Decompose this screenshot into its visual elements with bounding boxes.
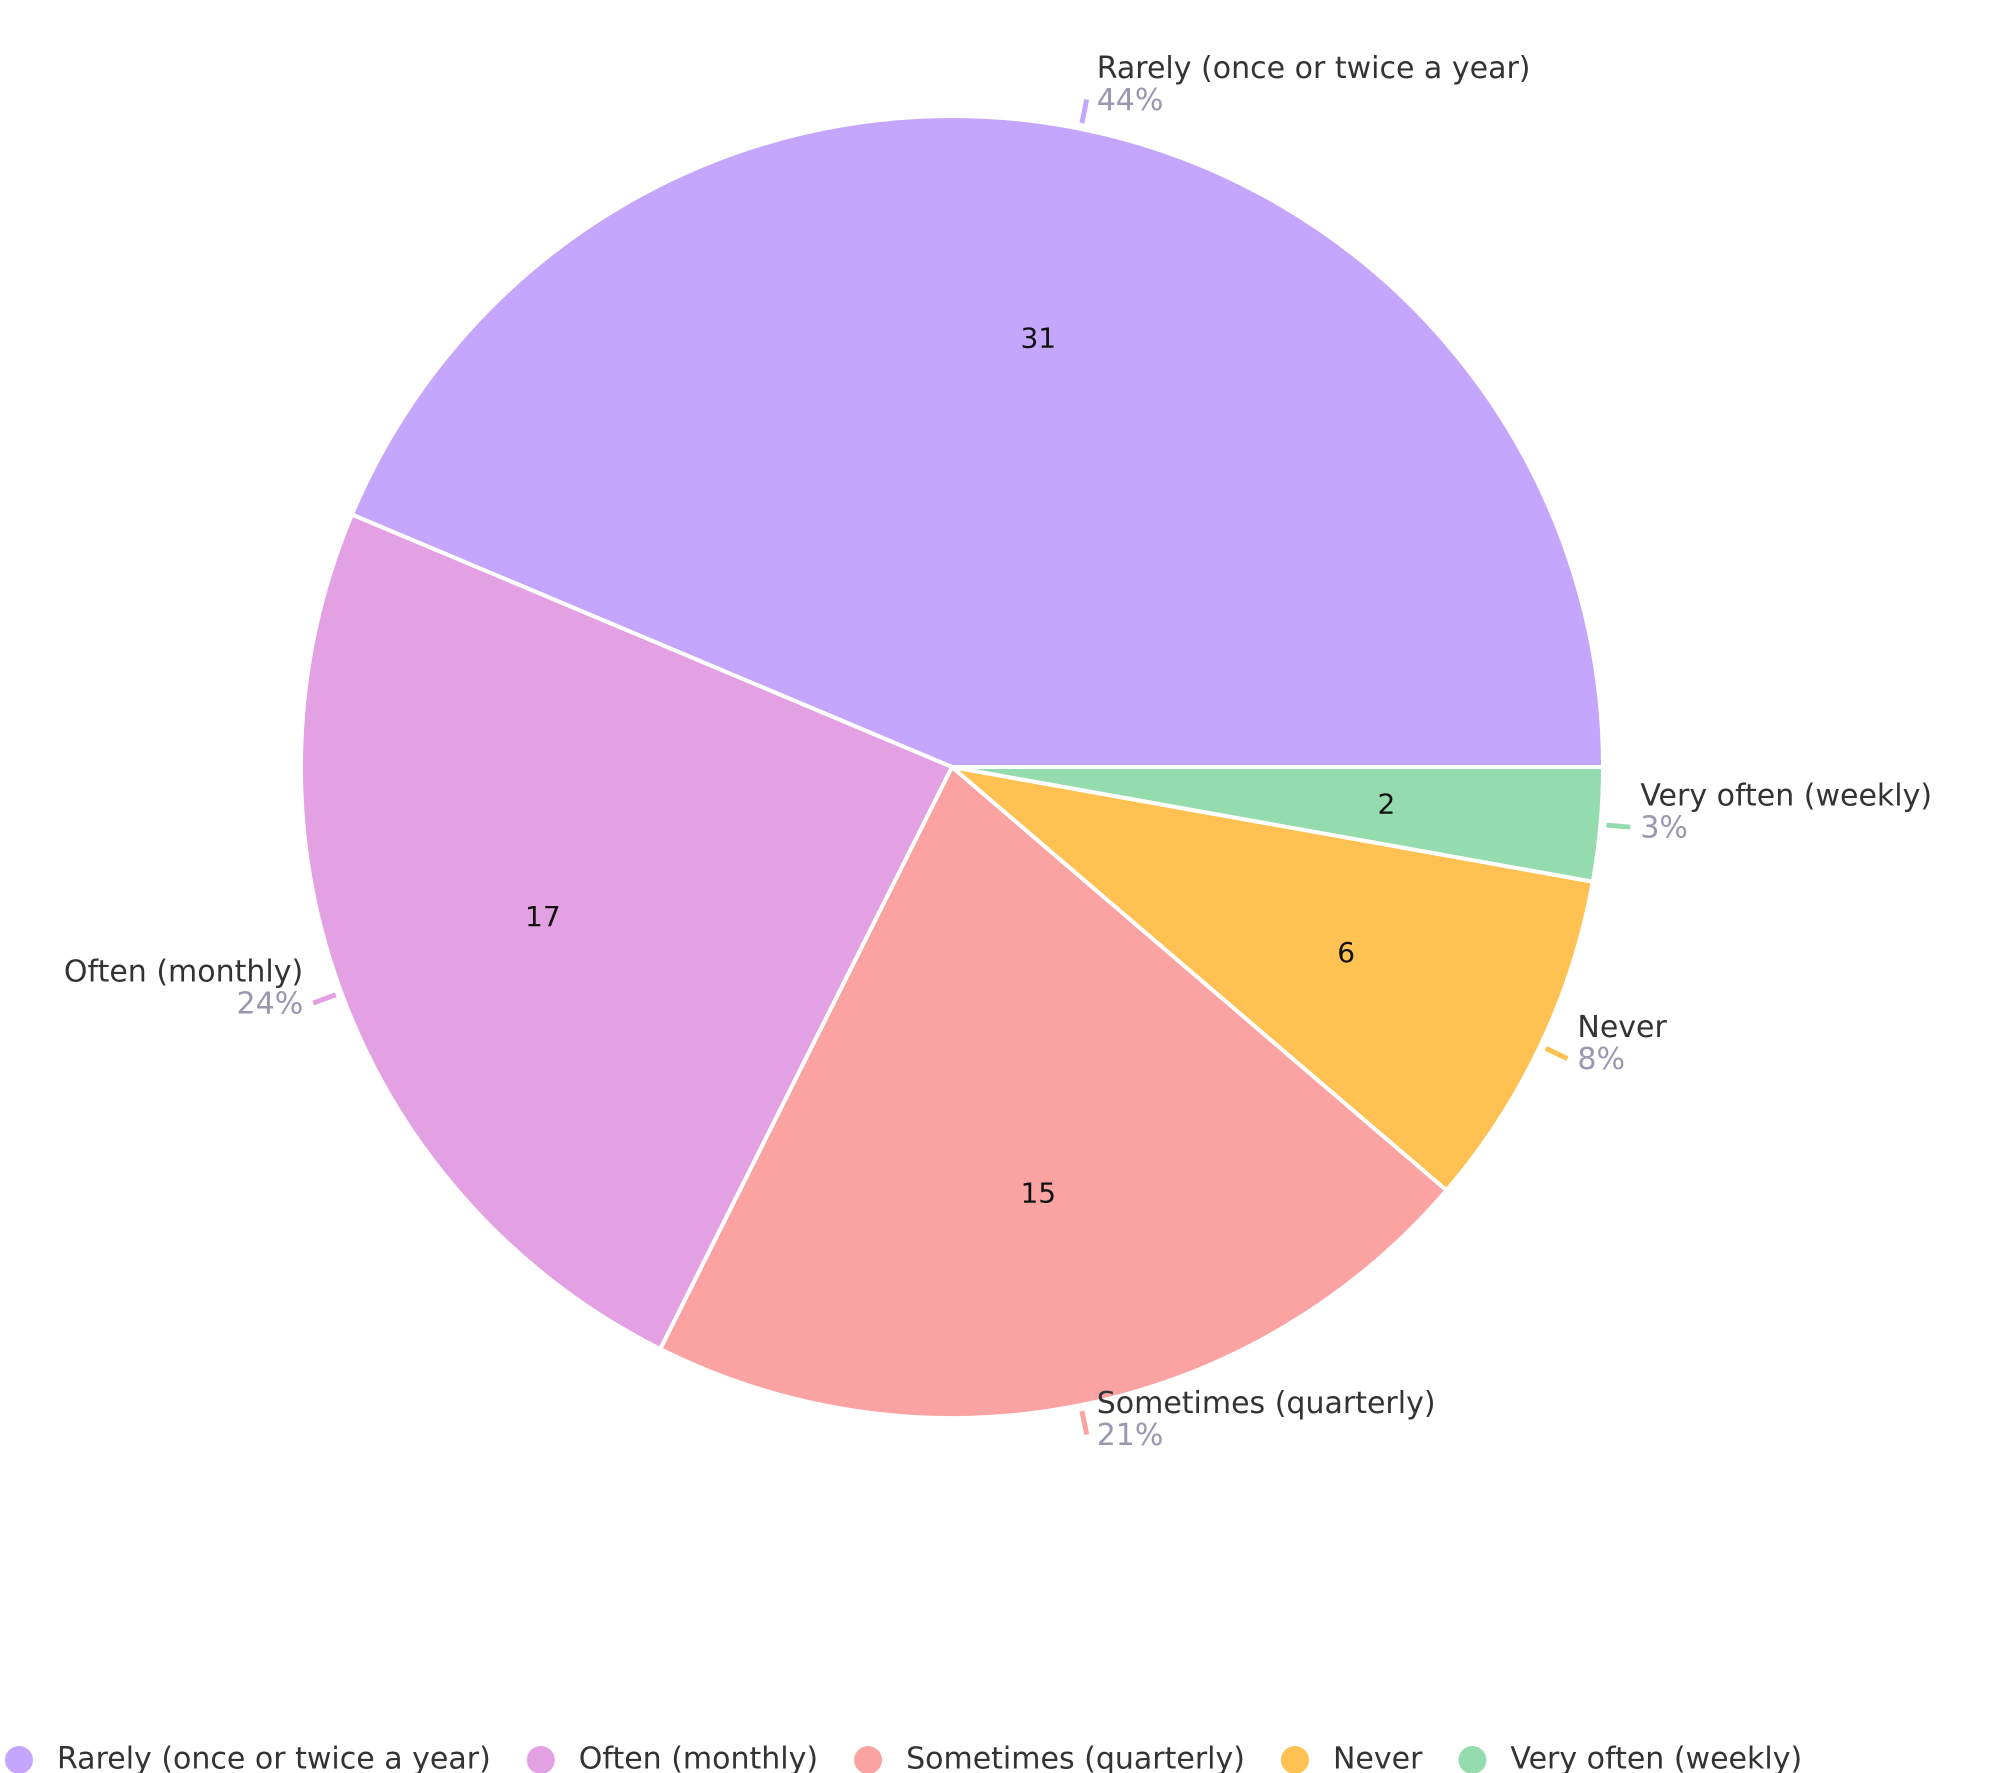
- slice-value: 2: [1378, 788, 1396, 821]
- legend-swatch: [1458, 1746, 1487, 1773]
- legend-swatch: [854, 1746, 883, 1773]
- pie-slice: [657, 763, 1450, 1420]
- slice-label: Often (monthly): [64, 955, 303, 990]
- leader-line: [1606, 822, 1631, 830]
- slice-value: 31: [1020, 321, 1056, 354]
- legend-swatch: [1280, 1746, 1309, 1773]
- slice-percent: 44%: [1097, 83, 1164, 118]
- slice-value: 15: [1020, 1177, 1056, 1210]
- slice-label: Sometimes (quarterly): [1097, 1386, 1436, 1421]
- slice-label: Never: [1577, 1010, 1667, 1045]
- slice-label: Very often (weekly): [1640, 779, 1932, 814]
- slice-label: Rarely (once or twice a year): [1097, 51, 1531, 86]
- leader-line: [1079, 1410, 1090, 1436]
- leader-line: [1544, 1046, 1569, 1061]
- leader-line: [312, 992, 337, 1006]
- legend-swatch: [5, 1746, 33, 1773]
- slice-value: 6: [1337, 936, 1355, 969]
- legend-label: Rarely (once or twice a year): [57, 1742, 491, 1773]
- legend-label: Very often (weekly): [1510, 1742, 1802, 1773]
- slice-percent: 24%: [237, 987, 304, 1022]
- slice-percent: 21%: [1097, 1418, 1164, 1453]
- slice-value: 17: [525, 900, 561, 933]
- slice-percent: 8%: [1577, 1042, 1625, 1077]
- legend-label: Never: [1333, 1742, 1423, 1773]
- leader-line: [1079, 98, 1090, 124]
- pie-slice: [945, 763, 1596, 1194]
- legend-swatch: [526, 1746, 555, 1773]
- pie-slice: [951, 765, 1606, 884]
- slice-percent: 3%: [1640, 811, 1688, 846]
- pie-slice: [299, 511, 955, 1352]
- legend-label: Sometimes (quarterly): [906, 1742, 1245, 1773]
- legend-label: Often (monthly): [579, 1742, 818, 1773]
- pie-slice: [349, 114, 1606, 769]
